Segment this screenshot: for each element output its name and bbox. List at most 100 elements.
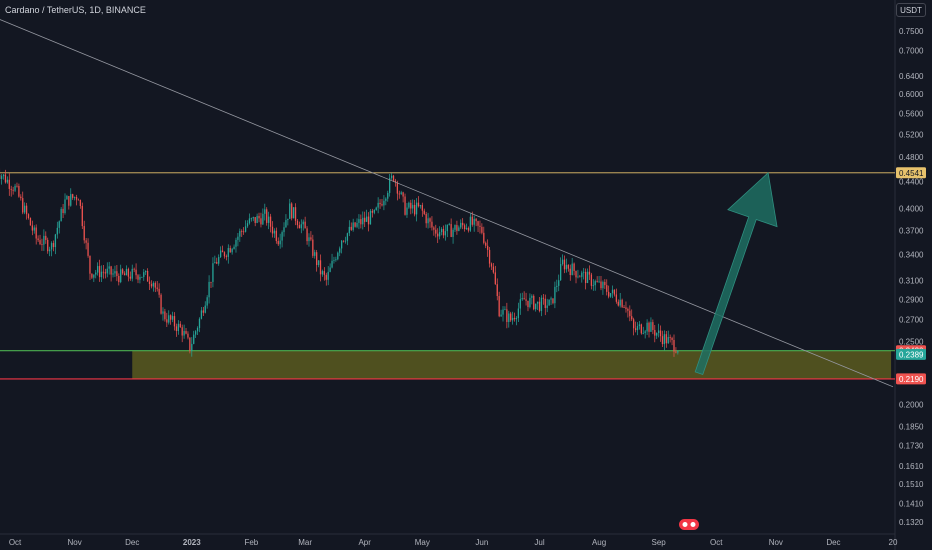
candle-body — [164, 311, 166, 320]
candle — [427, 212, 429, 229]
candle — [540, 295, 543, 317]
candle-body — [162, 311, 164, 314]
candle-body — [62, 208, 64, 213]
time-tick-label: Jul — [534, 538, 544, 547]
time-axis[interactable]: Oct Nov Dec 2023 Feb Mar Apr May Jun Jul Aug Sep Oct… — [9, 538, 898, 547]
candle-body — [494, 272, 496, 285]
candle-body — [563, 259, 566, 270]
candle-body — [510, 313, 512, 321]
candle-body — [602, 281, 604, 289]
candle — [571, 257, 573, 276]
candle — [604, 279, 606, 289]
candle — [121, 268, 124, 275]
candle-body — [490, 263, 493, 267]
price-tick-label: 0.7000 — [899, 46, 924, 55]
candle-body — [500, 314, 502, 317]
candle-body — [171, 316, 174, 320]
candle — [139, 274, 141, 284]
candle — [523, 291, 525, 300]
candle-body — [104, 272, 106, 274]
candle-body — [617, 301, 619, 306]
candle-body — [125, 268, 128, 276]
candle-body — [289, 203, 291, 219]
candle — [260, 212, 262, 228]
candle — [148, 276, 151, 291]
candle-body — [283, 227, 285, 233]
candle-body — [356, 222, 358, 227]
candle-body — [350, 226, 352, 230]
candle-body — [127, 268, 130, 277]
candle — [56, 221, 58, 239]
candle — [573, 262, 575, 276]
candle-body — [20, 196, 22, 199]
candle — [141, 276, 143, 278]
candle-body — [118, 275, 120, 283]
candle — [6, 176, 9, 184]
candle-body — [477, 221, 479, 226]
candle — [287, 218, 289, 226]
candle — [617, 299, 619, 307]
price-axis[interactable]: 0.7500 0.7000 0.6400 0.6000 0.5600 0.5200 0.48… — [899, 27, 924, 527]
candle-body — [344, 240, 347, 242]
descending-trendline[interactable] — [0, 16, 894, 388]
candle-body — [463, 225, 466, 229]
candle — [415, 198, 418, 222]
candle-body — [148, 281, 151, 284]
candle — [423, 208, 425, 216]
candle-body — [229, 248, 231, 253]
candle — [83, 220, 85, 244]
candle — [419, 204, 422, 209]
candle — [552, 298, 554, 305]
candle — [175, 323, 178, 337]
candle — [127, 267, 130, 282]
candle — [123, 271, 126, 276]
tradingview-logo-icon[interactable] — [679, 519, 699, 530]
price-tick-label: 0.3100 — [899, 277, 924, 286]
candle-body — [488, 249, 491, 264]
candle — [258, 212, 260, 223]
candle — [600, 275, 602, 291]
candle — [85, 237, 87, 250]
candle — [483, 226, 485, 245]
candle-body — [606, 285, 608, 292]
candle-body — [177, 323, 179, 332]
candle — [231, 247, 233, 255]
candle-body — [64, 199, 66, 213]
candle — [567, 264, 569, 272]
candle — [37, 235, 39, 243]
candle-body — [569, 268, 571, 275]
candle — [264, 203, 266, 221]
candle — [116, 265, 118, 282]
candle-body — [623, 307, 625, 308]
candle — [12, 186, 14, 195]
candle — [143, 268, 145, 281]
candle — [294, 203, 297, 226]
candle — [319, 254, 322, 282]
candle-body — [56, 227, 58, 235]
candle — [325, 272, 327, 286]
support-zone-box[interactable] — [132, 350, 892, 379]
candle — [644, 329, 646, 339]
projection-arrow[interactable] — [694, 172, 778, 375]
candle — [548, 299, 550, 306]
candle — [73, 196, 76, 201]
candle — [631, 309, 633, 322]
currency-button[interactable]: USDT — [896, 3, 926, 17]
candle-body — [571, 263, 573, 275]
candle-body — [588, 271, 591, 275]
candle — [79, 199, 82, 209]
candle-body — [360, 219, 362, 225]
candle — [154, 281, 156, 293]
candle-body — [302, 221, 304, 225]
candle — [281, 230, 283, 248]
symbol-title[interactable]: Cardano / TetherUS, 1D, BINANCE — [5, 5, 146, 15]
candle — [508, 310, 510, 328]
candle — [621, 298, 623, 309]
candle-body — [70, 194, 72, 206]
candle — [496, 278, 498, 301]
candle-body — [227, 248, 229, 257]
candle — [486, 239, 489, 257]
candle — [444, 224, 447, 241]
